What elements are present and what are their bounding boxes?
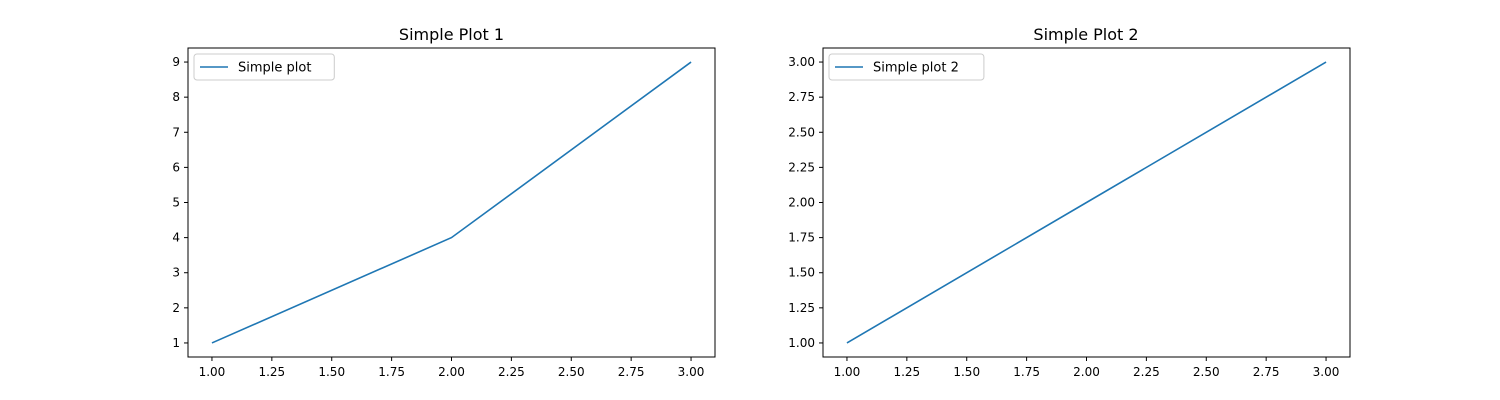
y-tick-label-2-8: 3.00 [788,55,815,69]
y-tick-label-2-7: 2.75 [788,90,815,104]
y-tick-label-1-1: 2 [172,301,180,315]
legend-label-2: Simple plot 2 [873,61,959,76]
series-line-2-1 [846,61,1327,344]
x-tick-label-1-2: 1.50 [318,365,345,379]
x-tick-label-2-4: 2.00 [1073,365,1100,379]
x-tick-label-1-5: 2.25 [498,365,525,379]
subplot-1: Simple Plot 1 1.00 1.25 1.50 1.75 2.00 2.25 2.… [172,25,716,379]
y-tick-label-1-2: 3 [172,266,180,280]
y-tick-label-1-5: 6 [172,160,180,174]
x-tick-label-1-4: 2.00 [438,365,465,379]
plot-title-1: Simple Plot 1 [399,25,504,44]
x-tick-label-2-0: 1.00 [834,365,861,379]
x-tick-label-2-6: 2.50 [1193,365,1220,379]
y-tick-label-2-5: 2.25 [788,160,815,174]
x-tick-label-1-8: 3.00 [678,365,705,379]
plot-title-2: Simple Plot 2 [1033,25,1138,44]
y-tick-label-2-0: 1.00 [788,336,815,350]
x-tick-label-2-1: 1.25 [893,365,920,379]
x-tick-label-1-6: 2.50 [558,365,585,379]
legend-label-1: Simple plot [238,61,311,76]
y-tick-label-2-3: 1.75 [788,231,815,245]
x-tick-label-1-3: 1.75 [378,365,405,379]
x-tick-label-2-7: 2.75 [1253,365,1280,379]
legend-box-1 [193,53,335,81]
x-tick-label-2-2: 1.50 [953,365,980,379]
x-tick-label-1-1: 1.25 [258,365,285,379]
y-tick-label-1-4: 5 [172,196,180,210]
y-tick-label-1-3: 4 [172,231,180,245]
subplot-2: Simple Plot 2 1.00 1.25 1.50 1.75 2.00 2.25 2.… [788,25,1351,379]
x-tick-label-2-8: 3.00 [1313,365,1340,379]
y-tick-label-2-2: 1.50 [788,266,815,280]
y-tick-label-2-6: 2.50 [788,125,815,139]
plot-area-2: 1.00 1.25 1.50 1.75 2.00 2.25 2.50 2.75 3.00 1.00… [788,47,1351,379]
series-line-1-1 [211,61,692,344]
axes-frame-1 [187,47,716,358]
y-tick-label-1-8: 9 [172,55,180,69]
y-tick-label-1-0: 1 [172,336,180,350]
plot-area-1: 1.00 1.25 1.50 1.75 2.00 2.25 2.50 2.75 3.00 1 2 3 4… [172,47,716,379]
legend-box-2 [828,53,985,81]
legend-1: Simple plot [193,53,335,81]
x-tick-label-1-0: 1.00 [199,365,226,379]
x-tick-label-1-7: 2.75 [618,365,645,379]
legend-2: Simple plot 2 [828,53,985,81]
y-tick-label-1-6: 7 [172,125,180,139]
y-tick-label-2-4: 2.00 [788,196,815,210]
x-tick-label-2-5: 2.25 [1133,365,1160,379]
x-tick-label-2-3: 1.75 [1013,365,1040,379]
y-tick-label-1-7: 8 [172,90,180,104]
y-tick-label-2-1: 1.25 [788,301,815,315]
